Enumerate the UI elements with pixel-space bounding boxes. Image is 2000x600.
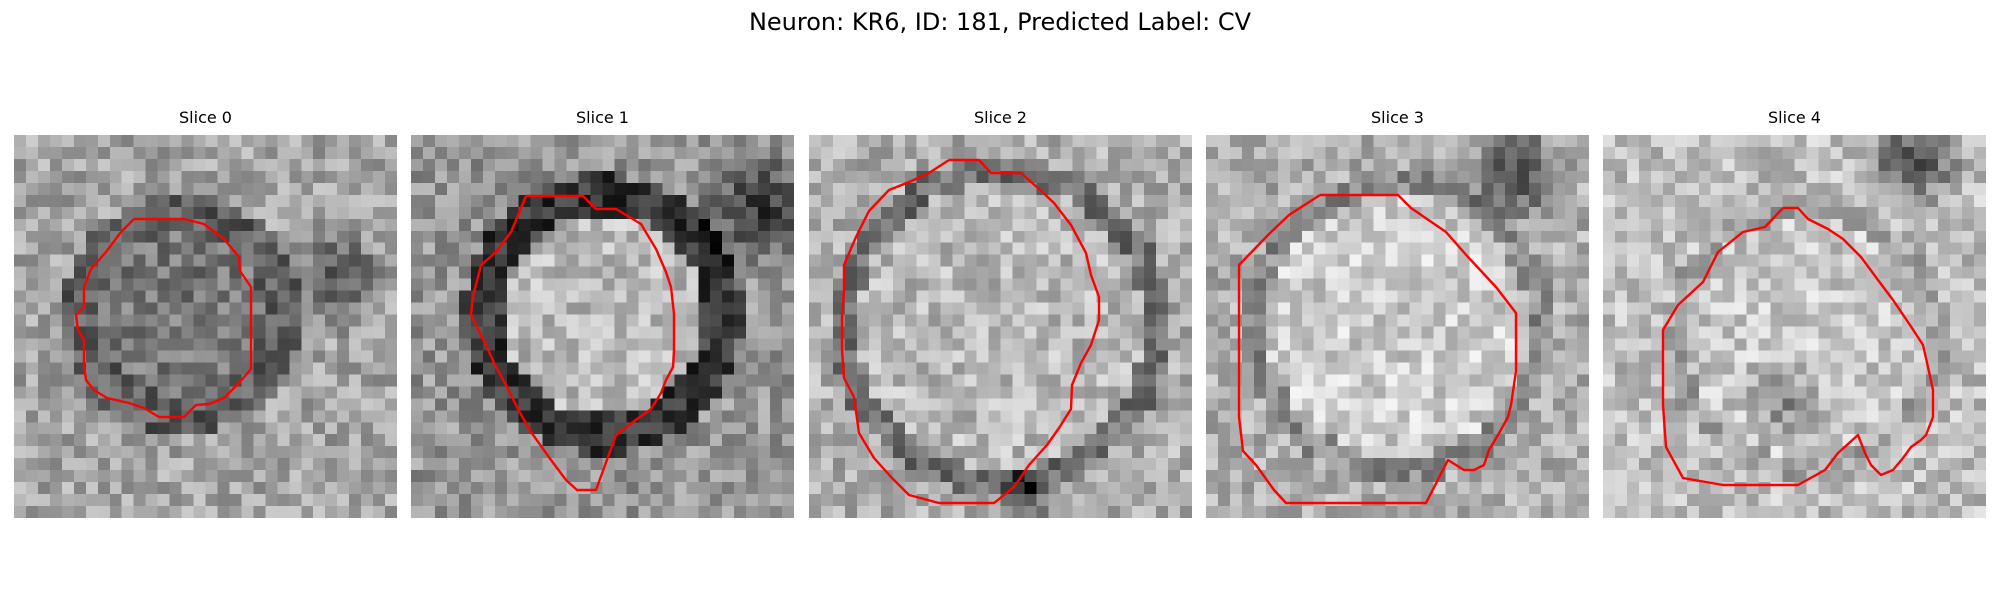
roi-contour-overlay	[469, 194, 676, 492]
slice-title: Slice 4	[1768, 108, 1821, 127]
slice-title: Slice 1	[576, 108, 629, 127]
roi-contour	[469, 194, 676, 492]
slice-image	[1603, 135, 1986, 518]
roi-contour	[840, 158, 1101, 505]
roi-contour	[74, 217, 253, 419]
slice-title: Slice 0	[179, 108, 232, 127]
roi-contour-overlay	[74, 217, 253, 419]
roi-contour	[1661, 206, 1935, 487]
slice-image	[1206, 135, 1589, 518]
slice-panel-2: Slice 2	[809, 108, 1192, 518]
slice-panel-0: Slice 0	[14, 108, 397, 518]
slice-panel-3: Slice 3	[1206, 108, 1589, 518]
slice-title: Slice 2	[974, 108, 1027, 127]
slice-image	[411, 135, 794, 518]
roi-contour	[1237, 193, 1518, 505]
roi-contour-overlay	[840, 158, 1101, 505]
slice-panel-4: Slice 4	[1603, 108, 1986, 518]
figure-title: Neuron: KR6, ID: 181, Predicted Label: C…	[748, 8, 1252, 36]
roi-contour-overlay	[1661, 206, 1935, 487]
slice-panel-1: Slice 1	[411, 108, 794, 518]
roi-contour-overlay	[1237, 193, 1518, 505]
slice-title: Slice 3	[1371, 108, 1424, 127]
